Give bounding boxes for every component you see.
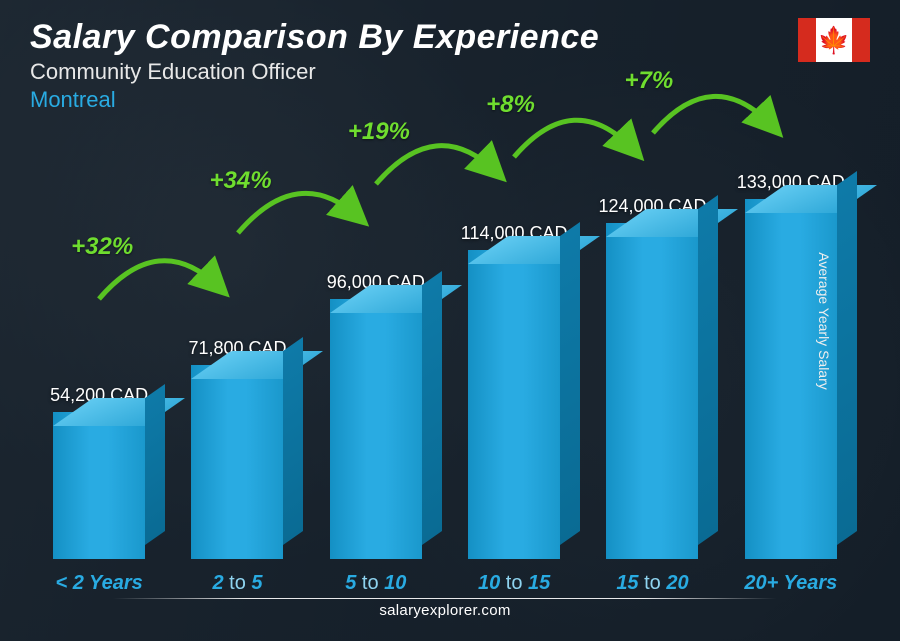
footer-credit: salaryexplorer.com — [30, 602, 860, 619]
x-axis: < 2 Years2 to 55 to 1010 to 1515 to 2020… — [30, 572, 860, 595]
x-category: 2 to 5 — [168, 572, 306, 595]
bar — [468, 250, 560, 559]
x-category: 10 to 15 — [445, 572, 583, 595]
bar-column: 71,800 CAD — [168, 338, 306, 559]
bar-column: 114,000 CAD — [445, 223, 583, 559]
bar-column: 96,000 CAD — [307, 272, 445, 559]
chart-subtitle: Community Education Officer — [30, 59, 860, 85]
chart-area: 54,200 CAD 71,800 CAD 96,000 CAD 114,000… — [30, 123, 860, 621]
chart-container: Salary Comparison By Experience Communit… — [0, 0, 900, 641]
flag-canada-icon: 🍁 — [798, 18, 870, 62]
bar — [191, 365, 283, 559]
footer-divider — [113, 598, 777, 599]
bar — [53, 412, 145, 559]
x-category: 20+ Years — [722, 572, 860, 595]
x-category: 15 to 20 — [583, 572, 721, 595]
y-axis-label: Average Yearly Salary — [815, 252, 831, 390]
bars-group: 54,200 CAD 71,800 CAD 96,000 CAD 114,000… — [30, 123, 860, 559]
bar-column: 133,000 CAD — [722, 172, 860, 559]
bar-column: 54,200 CAD — [30, 385, 168, 559]
chart-location: Montreal — [30, 87, 860, 113]
bar — [330, 299, 422, 559]
chart-title: Salary Comparison By Experience — [30, 18, 860, 57]
bar — [606, 223, 698, 559]
x-category: < 2 Years — [30, 572, 168, 595]
x-category: 5 to 10 — [307, 572, 445, 595]
bar-column: 124,000 CAD — [583, 196, 721, 559]
